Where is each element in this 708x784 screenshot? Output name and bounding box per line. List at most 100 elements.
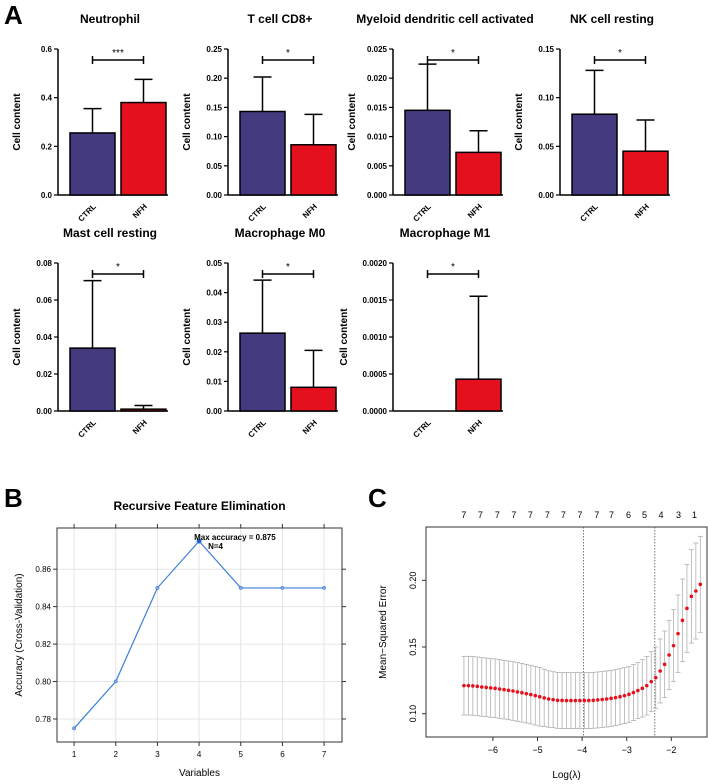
data-point [685,606,689,611]
top-axis-label: 7 [528,510,533,520]
bar-chart-1: T cell CD8+ 0.00 0.05 0.10 0.15 0.20 0.25 Cell … [182,12,338,223]
significance-label: * [618,48,622,59]
y-tick-label: 0.08 [36,259,52,268]
data-point [680,618,685,623]
data-point [475,684,480,689]
significance-label: * [451,262,455,273]
y-axis-label: Cell content [514,93,525,151]
bar-nfh [120,408,167,412]
x-tick-label: 7 [322,750,327,759]
panel-label-a: A [4,0,23,30]
y-tick-label: 0.15 [408,638,418,656]
data-point [196,538,202,544]
data-point [609,696,613,701]
y-tick-label: 0.04 [206,289,222,298]
top-axis-label: 7 [495,510,500,520]
y-axis-label: Mean−Squared Error [378,585,389,679]
x-tick-label: −5 [532,745,542,755]
significance-label: *** [112,48,124,59]
data-point [551,697,555,702]
x-axis-label: Variables [179,768,220,779]
top-axis-label: 7 [609,510,614,520]
data-point [667,653,671,657]
y-tick-label: 0.05 [206,162,222,171]
y-tick-label: 0.4 [41,94,53,103]
top-axis-label: 7 [545,510,550,520]
data-point [578,698,582,703]
x-tick-label: CTRL [76,418,98,440]
top-axis-label: 6 [626,510,631,520]
top-axis-label: 5 [642,510,647,520]
y-tick-label: 0.20 [206,74,222,83]
data-point [613,695,618,700]
data-point [466,683,471,688]
y-tick-label: 0.0005 [363,370,388,379]
panel-label-c: C [368,483,387,513]
y-tick-label: 0.2 [41,142,53,151]
x-tick-label: −6 [488,745,498,755]
data-point [600,697,604,702]
bar-ctrl [69,347,116,412]
data-point [462,683,466,688]
data-point [587,698,591,703]
data-point [653,675,658,680]
data-point [662,662,667,667]
data-point [524,691,529,696]
data-point [649,679,654,684]
x-tick-label: 6 [280,750,285,759]
x-tick-label: −4 [577,745,587,755]
y-axis-label: Cell content [12,93,23,151]
significance-label: * [286,262,290,273]
bar-ctrl [239,110,286,196]
bar-ctrl [69,132,116,196]
data-point [591,698,596,703]
top-axis-label: 3 [676,510,681,520]
bar-chart-5: Macrophage M0 0.00 0.01 0.02 0.03 0.04 0.05 Cel… [182,226,338,439]
x-tick-label: CTRL [411,202,433,224]
y-tick-label: 0.0000 [363,407,388,416]
y-tick-label: 0.15 [206,103,222,112]
bar-chart-0: Neutrophil 0.0 0.2 0.4 0.6 Cell content CTRL NF… [12,12,168,223]
y-tick-label: 0.00 [206,191,222,200]
bar-nfh [622,150,669,196]
data-point [484,685,489,690]
x-tick-label: 1 [72,750,77,759]
data-point [658,669,662,673]
plot-frame [425,526,708,738]
x-tick-label: CTRL [246,202,268,224]
significance-label: * [116,262,120,273]
y-tick-label: 0.10 [538,94,554,103]
x-axis-label: Log(λ) [552,770,580,781]
y-tick-label: 0.02 [206,348,222,357]
x-tick-label: CTRL [246,418,268,440]
data-point [506,688,511,693]
y-tick-label: 0.005 [367,162,388,171]
y-tick-label: 0.05 [206,259,222,268]
data-point [582,698,587,703]
y-tick-label: 0.06 [36,296,52,305]
plot-frame [56,527,343,743]
y-tick-label: 0.015 [367,103,388,112]
x-tick-label: NFH [466,418,484,436]
data-point [627,692,631,697]
y-tick-label: 0.03 [206,318,222,327]
top-axis-label: 7 [561,510,566,520]
data-point [631,690,636,695]
chart-title: Myeloid dendritic cell activated [356,12,533,26]
y-tick-label: 0.025 [367,45,388,54]
x-tick-label: NFH [466,202,484,220]
data-point [537,694,542,699]
y-tick-label: 0.0 [41,191,53,200]
chart-title: Mast cell resting [63,226,157,240]
data-point [573,698,578,703]
y-tick-label: 0.00 [538,191,554,200]
y-axis-label: Cell content [12,308,23,366]
y-tick-label: 0.20 [408,572,418,590]
y-tick-label: 0.10 [408,705,418,723]
data-point [640,686,645,691]
data-point [671,643,676,648]
top-axis-label: 7 [577,510,582,520]
x-tick-label: NFH [633,202,651,220]
y-tick-label: 0.84 [35,603,51,612]
bar-nfh [290,386,337,412]
